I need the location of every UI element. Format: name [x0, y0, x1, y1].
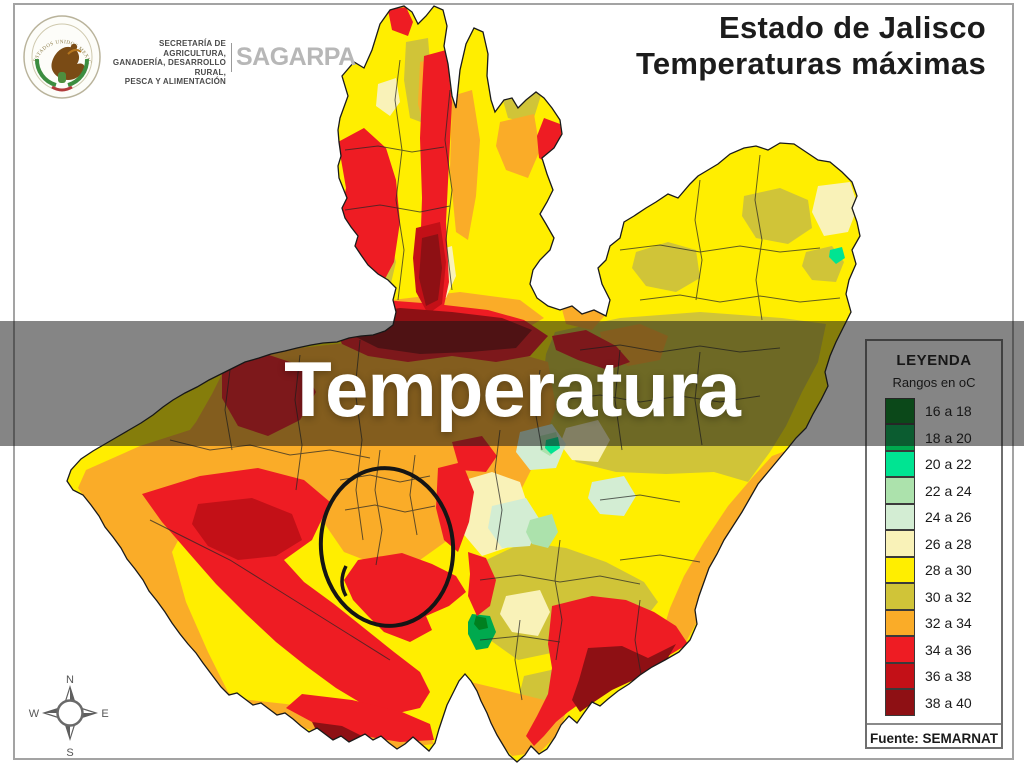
map-title: Estado de Jalisco Temperaturas máximas: [636, 10, 986, 82]
legend-swatch: [885, 477, 915, 504]
divider: [867, 723, 1001, 725]
overlay-band: Temperatura: [0, 321, 1024, 446]
legend-row: 26 a 28: [885, 530, 1001, 558]
legend-row: 24 a 26: [885, 503, 1001, 531]
legend-row: 38 a 40: [885, 689, 1001, 717]
map-title-line1: Estado de Jalisco: [719, 10, 986, 45]
legend-row: 30 a 32: [885, 583, 1001, 611]
compass-label-north: N: [66, 674, 74, 686]
eagle-icon: [51, 46, 85, 80]
legend-range-label: 26 a 28: [925, 535, 972, 552]
slide-title-overlay: Temperatura: [284, 345, 741, 433]
legend-range-label: 34 a 36: [925, 641, 972, 658]
legend-range-label: 32 a 34: [925, 615, 972, 632]
legend-source: Fuente: SEMARNAT: [870, 731, 998, 746]
compass-label-south: S: [66, 747, 73, 759]
legend-range-label: 38 a 40: [925, 694, 972, 711]
legend-swatch: [885, 662, 915, 689]
ministry-line: GANADERÍA, DESARROLLO RURAL,: [112, 58, 226, 77]
legend-range-label: 20 a 22: [925, 456, 972, 473]
legend-range-label: 28 a 30: [925, 562, 972, 579]
map-title-line2: Temperaturas máximas: [635, 46, 986, 81]
mexico-coat-of-arms: ESTADOS UNIDOS MEXICANOS: [22, 14, 101, 99]
legend-swatch: [885, 503, 915, 530]
legend-swatch: [885, 450, 915, 477]
legend-swatch: [885, 556, 915, 583]
map-region-16-18: [474, 616, 488, 630]
compass-rose: N E S W: [29, 674, 109, 759]
legend-swatch: [885, 583, 915, 610]
compass-label-west: W: [29, 708, 40, 720]
legend-row: 28 a 30: [885, 556, 1001, 584]
legend-row: 20 a 22: [885, 450, 1001, 478]
legend-range-label: 24 a 26: [925, 509, 972, 526]
legend-row: 34 a 36: [885, 636, 1001, 664]
legend-swatch: [885, 530, 915, 557]
legend-swatch: [885, 689, 915, 716]
divider: [231, 43, 232, 72]
legend-range-label: 30 a 32: [925, 588, 972, 605]
compass-label-east: E: [101, 708, 108, 720]
legend-row: 36 a 38: [885, 662, 1001, 690]
legend-range-label: 36 a 38: [925, 668, 972, 685]
legend-swatch: [885, 609, 915, 636]
legend-row: 32 a 34: [885, 609, 1001, 637]
hand-drawn-circle-annotation: [318, 466, 456, 628]
sagarpa-wordmark: SAGARPA: [236, 43, 356, 71]
legend-row: 22 a 24: [885, 477, 1001, 505]
ministry-name: SECRETARÍA DE AGRICULTURA, GANADERÍA, DE…: [102, 39, 226, 87]
ministry-line: PESCA Y ALIMENTACIÓN: [124, 77, 226, 86]
legend-range-label: 22 a 24: [925, 482, 972, 499]
ministry-line: SECRETARÍA DE AGRICULTURA,: [158, 39, 226, 58]
legend-swatch: [885, 636, 915, 663]
